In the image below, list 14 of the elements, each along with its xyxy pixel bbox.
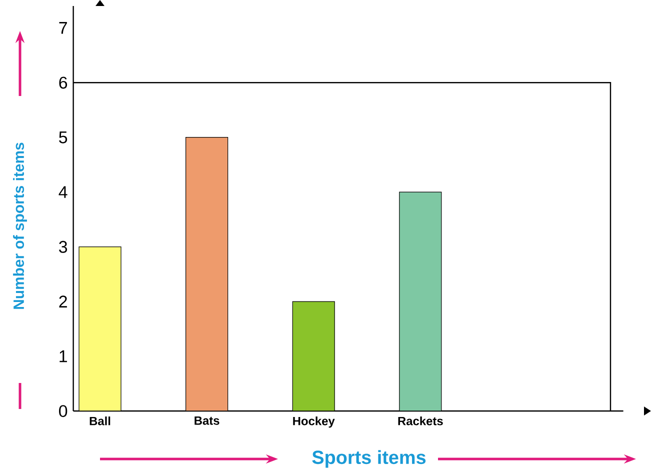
y-tick-label: 4	[58, 186, 68, 198]
y-tick-label: 3	[59, 240, 68, 253]
y-tick-label: 5	[59, 132, 68, 144]
y-tick-label: 6	[59, 76, 68, 89]
y-tick-label: 1	[60, 350, 67, 362]
x-tick-label: Rackets	[398, 416, 443, 426]
y-tick-label: 7	[59, 22, 67, 34]
y-tick-label: 0	[59, 405, 68, 418]
x-tick-label: Bats	[194, 416, 220, 425]
x-tick-label: Ball	[90, 416, 110, 426]
y-axis-title: Number of sports items	[13, 142, 27, 309]
x-axis-title: Sports items	[312, 450, 426, 468]
x-tick-label: Hockey	[293, 416, 335, 428]
y-tick-label: 2	[59, 296, 67, 308]
